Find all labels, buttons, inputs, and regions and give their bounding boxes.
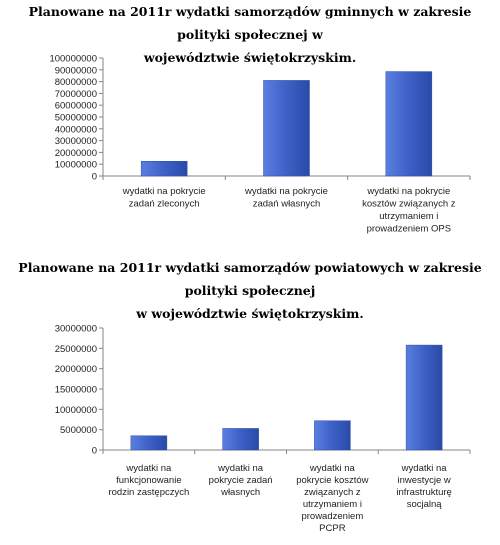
chart2-category-label-line: wydatki na bbox=[217, 463, 264, 474]
chart2-bar-1 bbox=[130, 435, 168, 451]
chart2-y-tick-label: 30000000 bbox=[55, 324, 97, 335]
chart2-category-label-line: PCPR bbox=[319, 523, 346, 534]
chart2-bar-3 bbox=[314, 420, 351, 451]
chart1-y-tick-label: 90000000 bbox=[55, 65, 97, 76]
chart2-category-label-1: wydatki na funkcjonowanie rodzin zastępczy… bbox=[108, 463, 189, 498]
chart2-category-label-line: infrastrukturę bbox=[396, 487, 451, 498]
chart1-y-tick-label: 60000000 bbox=[55, 101, 97, 112]
chart1-category-label-line: utrzymaniem i bbox=[379, 211, 438, 222]
chart1-y-tick-label: 10000000 bbox=[55, 160, 97, 171]
chart1-y-tick-label: 40000000 bbox=[55, 124, 97, 135]
chart1-title-line-1: Planowane na 2011r wydatki samorządów gm… bbox=[28, 4, 472, 42]
chart1-y-tick-label: 20000000 bbox=[55, 148, 97, 159]
chart1-y-tick-label: 100000000 bbox=[49, 54, 97, 65]
chart2-title: Planowane na 2011r wydatki samorządów po… bbox=[0, 256, 500, 325]
chart2-y-tick-label: 0 bbox=[92, 446, 97, 457]
chart1-bar-1 bbox=[140, 161, 188, 177]
chart2-plot: 0 5000000 10000000 15000000 20000000 25000000… bbox=[55, 324, 471, 534]
chart1-title-line-2: województwie świętokrzyskim. bbox=[143, 50, 357, 65]
chart2-title-line-2: w województwie świętokrzyskim. bbox=[136, 306, 364, 321]
chart1-category-label-line: wydatki na pokrycie bbox=[244, 186, 328, 197]
chart2-category-label-line: związanych z bbox=[304, 487, 361, 498]
chart2-category-label-line: własnych bbox=[220, 487, 260, 498]
chart2-category-label-line: prowadzeniem bbox=[301, 511, 363, 522]
chart2-category-label-line: wydatki na bbox=[401, 463, 448, 474]
chart2-bar-4 bbox=[405, 344, 443, 451]
chart1-y-tick-label: 50000000 bbox=[55, 113, 97, 124]
chart1-y-tick-label: 30000000 bbox=[55, 136, 97, 147]
chart2-category-label-line: wydatki na bbox=[125, 463, 172, 474]
chart1-category-label-line: kosztów związanych z bbox=[362, 199, 456, 210]
chart2-bar-2 bbox=[222, 428, 259, 451]
chart2-category-label-line: utrzymaniem i bbox=[303, 499, 362, 510]
chart2-category-label-4: wydatki na inwestycje w infrastrukturę socj… bbox=[396, 463, 451, 510]
chart2-category-label-2: wydatki na pokrycie zadań własnych bbox=[209, 463, 273, 498]
chart1-bar-3 bbox=[385, 71, 433, 177]
chart2-y-tick-label: 10000000 bbox=[55, 405, 97, 416]
chart2-title-line-1: Planowane na 2011r wydatki samorządów po… bbox=[18, 260, 482, 298]
chart2-category-label-line: socjalną bbox=[407, 499, 443, 510]
chart2-y-tick-label: 25000000 bbox=[55, 344, 97, 355]
chart1-bar-2 bbox=[263, 80, 310, 177]
chart2-category-label-line: wydatki na bbox=[309, 463, 356, 474]
chart1-category-label-line: wydatki na pokrycie bbox=[122, 186, 206, 197]
chart1-category-label-line: zadań własnych bbox=[253, 199, 321, 210]
chart2-y-tick-label: 15000000 bbox=[55, 385, 97, 396]
chart1-category-label-line: wydatki na pokrycie bbox=[366, 186, 450, 197]
chart1-y-tick-label: 0 bbox=[92, 172, 97, 183]
chart2-category-label-line: pokrycie kosztów bbox=[296, 475, 368, 486]
chart1-plot: 0100000002000000030000000400000005000000… bbox=[49, 54, 471, 235]
chart1-category-label-line: zadań zleconych bbox=[129, 199, 200, 210]
chart1-category-label-line: prowadzeniem OPS bbox=[367, 224, 451, 235]
chart2-y-tick-label: 20000000 bbox=[55, 364, 97, 375]
chart2-category-label-line: pokrycie zadań bbox=[209, 475, 273, 486]
chart1-category-label-1: wydatki na pokrycie zadań zleconych bbox=[122, 186, 206, 210]
chart1-title: Planowane na 2011r wydatki samorządów gm… bbox=[0, 0, 500, 69]
chart2-category-label-line: rodzin zastępczych bbox=[108, 487, 189, 498]
chart2-y-tick-label: 5000000 bbox=[60, 425, 97, 436]
chart1-y-tick-label: 70000000 bbox=[55, 89, 97, 100]
chart2-category-label-3: wydatki na pokrycie kosztów związanych z ut… bbox=[296, 463, 368, 534]
chart2-category-label-line: inwestycje w bbox=[397, 475, 450, 486]
chart1-y-tick-label: 80000000 bbox=[55, 77, 97, 88]
chart1-category-label-2: wydatki na pokrycie zadań własnych bbox=[244, 186, 328, 210]
chart2-category-label-line: funkcjonowanie bbox=[116, 475, 182, 486]
